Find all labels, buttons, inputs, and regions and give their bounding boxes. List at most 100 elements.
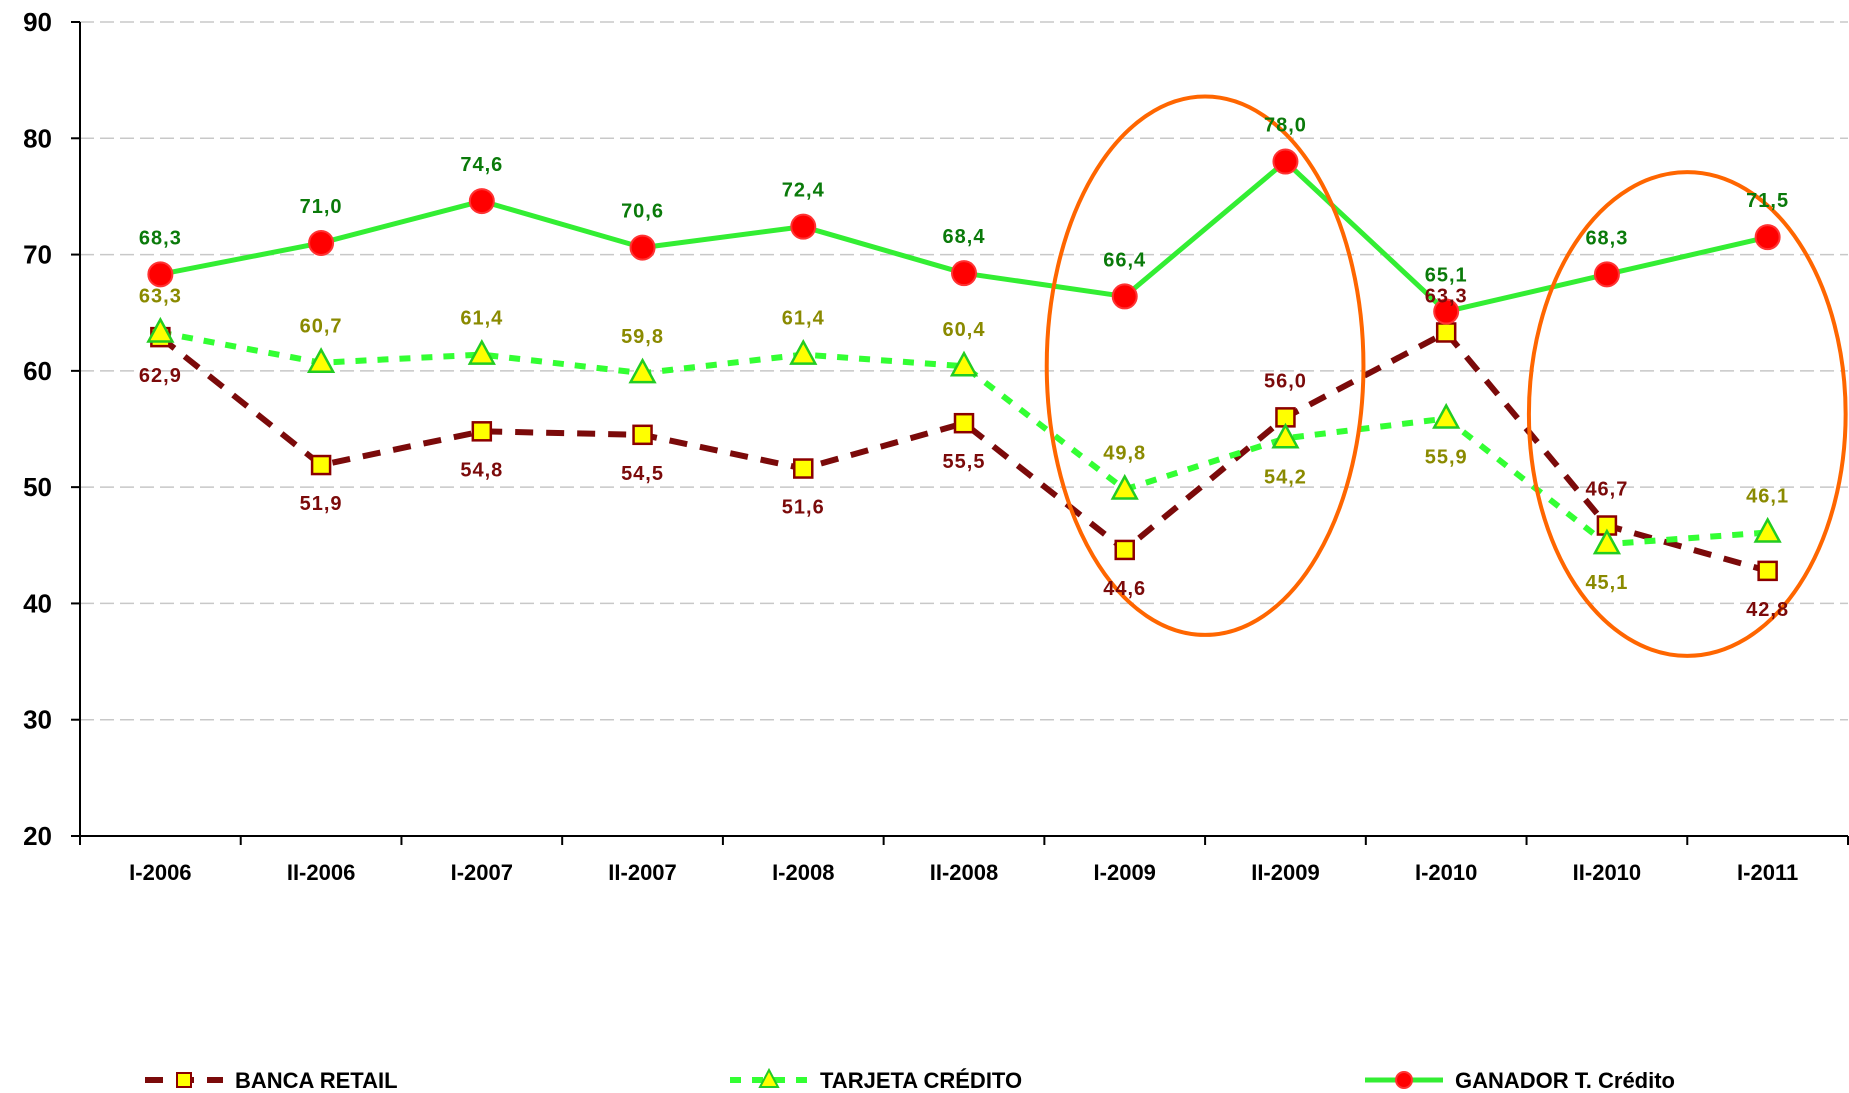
data-point [793,458,814,479]
data-point [790,213,817,240]
data-point [951,260,977,287]
data-point [467,338,496,365]
data-point [949,350,979,377]
data-label: 63,3 [139,285,182,307]
x-axis-ticks: I-2006 II-2006 I-2007 II-2007 I-2008 II-2008 I… [129,860,1798,885]
annotation-ellipse [1044,94,1366,637]
data-point [1753,516,1782,543]
data-point [1593,261,1620,288]
data-point [1110,473,1139,500]
legend-label: GANADOR T. Crédito [1455,1068,1675,1093]
x-tick-label: I-2010 [1415,860,1477,885]
data-label: 63,3 [1425,285,1468,307]
data-label: 68,4 [943,226,986,248]
data-point [146,316,175,343]
data-point [1433,298,1460,325]
data-label: 78,0 [1264,115,1307,137]
legend-marker-square [176,1072,192,1088]
y-tick-label: 60 [23,356,52,386]
x-tick-label: II-2010 [1573,860,1642,885]
data-label: 54,2 [1264,466,1307,488]
data-label: 55,9 [1425,447,1468,469]
data-point [468,188,495,215]
data-label: 55,5 [943,451,986,473]
y-tick-label: 30 [23,705,52,735]
data-point [1592,528,1622,555]
data-point [1757,560,1778,582]
data-label: 45,1 [1585,572,1628,594]
x-tick-label: II-2008 [930,860,999,885]
data-label: 68,3 [139,227,182,249]
data-point [310,454,332,476]
data-point [1754,224,1781,251]
annotation-ellipse [1526,170,1848,658]
data-point [1114,539,1135,561]
data-point [147,261,174,288]
data-label: 44,6 [1103,578,1146,600]
y-tick-label: 90 [23,7,52,37]
data-point [632,424,653,446]
x-tick-label: I-2007 [451,860,513,885]
data-label: 51,6 [782,497,825,519]
data-label: 46,7 [1585,479,1628,501]
y-tick-label: 20 [23,821,52,851]
data-label: 65,1 [1425,265,1468,287]
data-label: 71,0 [300,196,343,218]
data-point [1272,148,1299,175]
y-tick-label: 80 [23,123,52,153]
x-tick-label: II-2009 [1251,860,1320,885]
data-label: 71,5 [1746,190,1789,212]
data-label: 68,3 [1585,227,1628,249]
data-label: 60,4 [943,319,986,341]
x-tick-label: I-2009 [1094,860,1156,885]
legend-label: BANCA RETAIL [235,1068,398,1093]
x-tick-label: II-2006 [287,860,356,885]
data-label: 70,6 [621,201,664,223]
data-point [1111,283,1138,310]
x-tick-label: I-2008 [772,860,834,885]
data-point [471,421,493,442]
data-point [1271,422,1300,449]
data-label: 46,1 [1746,485,1789,507]
y-tick-label: 50 [23,472,52,502]
data-label: 74,6 [460,154,503,176]
data-label: 42,8 [1746,599,1789,621]
data-point [1432,402,1461,429]
y-axis-ticks: 20 30 40 50 60 70 80 90 [23,7,52,851]
data-point [629,234,656,261]
x-tick-label: II-2007 [608,860,677,885]
legend-label: TARJETA CRÉDITO [820,1068,1022,1093]
data-label: 66,4 [1103,249,1146,271]
data-labels-layer: 62,9 51,9 54,8 54,5 51,6 55,5 44,6 56,0 63,3 46,7… [139,115,1789,621]
x-tick-label: I-2006 [129,860,191,885]
data-label: 59,8 [621,326,664,348]
data-label: 72,4 [782,180,825,202]
data-label: 62,9 [139,365,182,387]
data-label: 56,0 [1264,370,1307,392]
series-line-0 [158,329,1769,574]
axes [71,21,1849,845]
y-tick-label: 40 [23,588,52,618]
data-point [308,229,335,256]
data-label: 51,9 [300,493,343,515]
data-point [306,347,336,373]
data-label: 54,8 [460,459,503,481]
x-tick-label: I-2011 [1737,860,1798,885]
data-label: 60,7 [300,316,343,338]
series-layer [146,148,1782,582]
legend: BANCA RETAIL TARJETA CRÉDITO GANADOR T. Cr… [145,1067,1675,1093]
y-tick-label: 70 [23,240,52,270]
annotation-layer [1044,94,1848,658]
legend-marker-circle [1395,1071,1413,1089]
legend-marker-triangle [758,1067,780,1088]
data-label: 49,8 [1103,442,1146,464]
data-point [1435,322,1457,343]
data-label: 54,5 [621,463,664,485]
data-label: 61,4 [782,308,825,330]
data-point [628,357,657,384]
data-point [953,412,975,434]
data-label: 61,4 [460,308,503,330]
data-point [789,338,818,365]
series-line-1 [159,329,1768,548]
